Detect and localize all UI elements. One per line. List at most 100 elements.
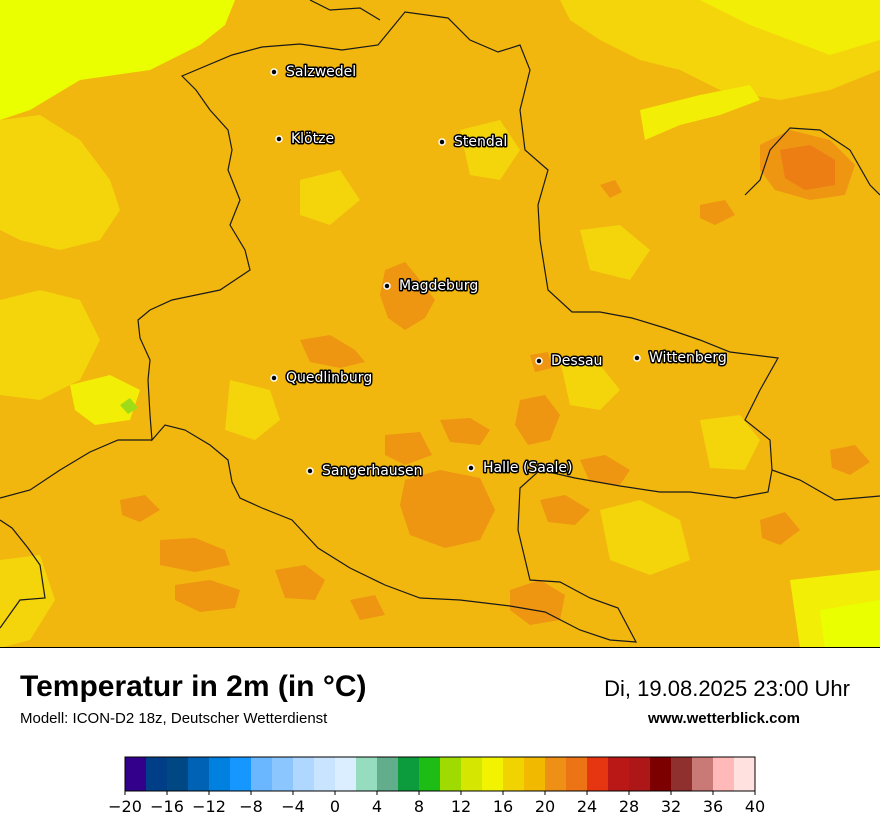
city-dot	[270, 68, 278, 76]
scale-tick-label: 24	[577, 797, 597, 816]
border-saxony-anhalt	[137, 11, 779, 643]
temperature-patch	[700, 200, 735, 225]
scale-tick-label: −8	[239, 797, 263, 816]
city-dot	[535, 357, 543, 365]
scale-color-step	[713, 757, 735, 791]
scale-color-step	[566, 757, 588, 791]
temperature-patch	[380, 262, 435, 330]
city-label: Magdeburg	[399, 278, 478, 294]
city-marker[interactable]: Dessau	[535, 352, 604, 371]
scale-tick-label: 16	[493, 797, 513, 816]
temperature-patch	[515, 395, 560, 445]
scale-color-step	[314, 757, 336, 791]
temperature-patch	[275, 565, 325, 600]
temperature-patch	[700, 0, 880, 55]
temperature-patch	[580, 225, 650, 280]
scale-color-step	[167, 757, 189, 791]
scale-color-step	[692, 757, 714, 791]
temperature-patch	[580, 455, 630, 485]
scale-tick-label: 8	[414, 797, 424, 816]
city-dot	[383, 282, 391, 290]
scale-color-step	[125, 757, 147, 791]
city-marker[interactable]: Salzwedel	[270, 63, 358, 82]
scale-color-step	[209, 757, 231, 791]
city-dot	[467, 464, 475, 472]
scale-color-step	[251, 757, 273, 791]
temperature-color-scale: −20 −16 −12 −8 −4 0 4 8 12 16 20 24 28 32 36 40	[105, 756, 777, 826]
city-marker[interactable]: Wittenberg	[633, 349, 728, 368]
scale-color-step	[440, 757, 462, 791]
scale-tick-label: 32	[661, 797, 681, 816]
temperature-patch	[385, 432, 432, 465]
city-markers: Salzwedel Klötze Stendal Magdeburg Dessau Wit…	[270, 63, 728, 481]
city-dot	[270, 374, 278, 382]
temperature-patch	[0, 290, 100, 400]
city-marker[interactable]: Quedlinburg	[270, 369, 374, 388]
city-label: Halle (Saale)	[483, 460, 572, 476]
scale-color-step	[629, 757, 651, 791]
city-label: Sangerhausen	[322, 463, 422, 479]
temperature-patch	[0, 115, 120, 250]
temperature-patch	[440, 418, 490, 445]
temperature-patch	[160, 538, 230, 572]
city-marker[interactable]: Halle (Saale)	[467, 459, 574, 478]
temperature-patch	[760, 512, 800, 545]
map-canvas: Salzwedel Klötze Stendal Magdeburg Dessau Wit…	[0, 0, 880, 647]
scale-tick-label: 28	[619, 797, 639, 816]
city-marker[interactable]: Magdeburg	[383, 277, 480, 296]
city-dot	[275, 135, 283, 143]
temperature-patch	[0, 555, 55, 647]
scale-color-step	[587, 757, 609, 791]
city-label: Wittenberg	[649, 350, 727, 366]
temperature-patches	[0, 0, 880, 647]
temperature-patch	[300, 170, 360, 225]
scale-color-step	[398, 757, 420, 791]
temperature-patch	[830, 445, 870, 475]
border-east	[771, 469, 880, 501]
temperature-patch	[350, 595, 385, 620]
temperature-patch	[700, 415, 760, 470]
scale-color-step	[482, 757, 504, 791]
scale-tick-label: −12	[192, 797, 226, 816]
city-label: Dessau	[551, 353, 602, 369]
temperature-patch	[600, 500, 690, 575]
scale-color-step	[671, 757, 693, 791]
temperature-patch	[640, 85, 760, 140]
temperature-map[interactable]: Salzwedel Klötze Stendal Magdeburg Dessau Wit…	[0, 0, 880, 648]
scale-color-step	[272, 757, 294, 791]
scale-color-step	[377, 757, 399, 791]
scale-tick-label: 20	[535, 797, 555, 816]
city-marker[interactable]: Klötze	[275, 130, 336, 149]
scale-color-step	[503, 757, 525, 791]
scale-color-step	[524, 757, 546, 791]
scale-tick-label: 36	[703, 797, 723, 816]
scale-color-step	[608, 757, 630, 791]
border-north	[309, 0, 381, 21]
website-link[interactable]: www.wetterblick.com	[648, 710, 800, 727]
scale-tick-label: 4	[372, 797, 382, 816]
scale-color-step	[230, 757, 252, 791]
temperature-patch	[780, 145, 835, 190]
temperature-patch	[225, 380, 280, 440]
state-borders	[0, 0, 880, 643]
city-marker[interactable]: Stendal	[438, 133, 509, 152]
scale-color-step	[650, 757, 672, 791]
scale-tick-label: 12	[451, 797, 471, 816]
scale-tick-label: 40	[745, 797, 765, 816]
city-marker[interactable]: Sangerhausen	[306, 462, 424, 481]
city-dot	[438, 138, 446, 146]
scale-color-step	[461, 757, 483, 791]
temperature-patch	[560, 360, 620, 410]
scale-color-step	[146, 757, 168, 791]
city-label: Salzwedel	[286, 64, 356, 80]
scale-color-step	[335, 757, 357, 791]
temperature-patch	[820, 600, 880, 647]
city-dot	[306, 467, 314, 475]
scale-tick-label: −16	[150, 797, 184, 816]
temperature-patch	[0, 0, 235, 120]
scale-color-step	[545, 757, 567, 791]
scale-color-step	[188, 757, 210, 791]
scale-tick-label: 0	[330, 797, 340, 816]
temperature-patch	[175, 580, 240, 612]
temperature-patch	[460, 120, 520, 180]
